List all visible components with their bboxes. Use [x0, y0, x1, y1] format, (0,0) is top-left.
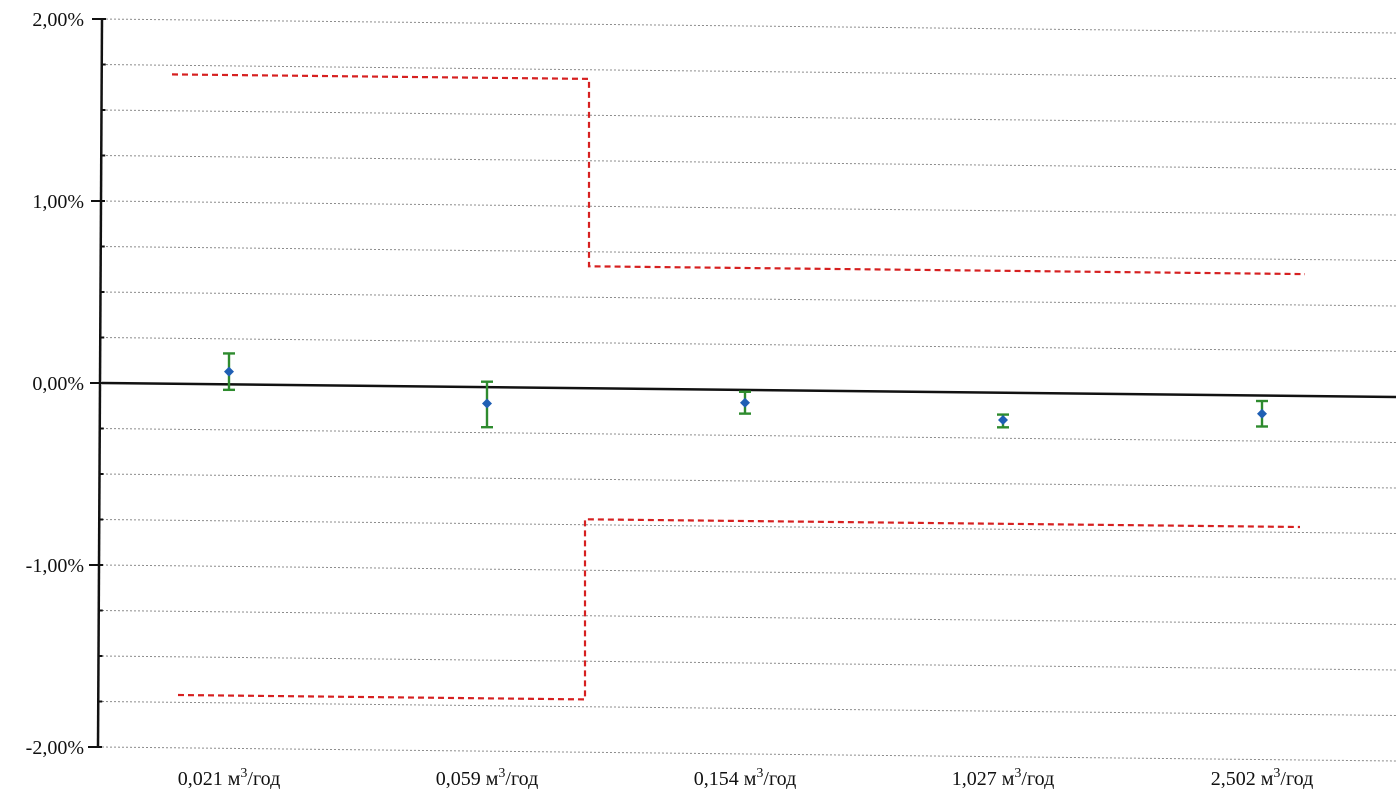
- grid-line: [101, 473, 1397, 489]
- data-point: [998, 415, 1008, 426]
- y-tick-label: -2,00%: [26, 737, 84, 759]
- data-series: [223, 352, 1268, 429]
- y-tick-label: 0,00%: [32, 373, 84, 395]
- y-tick-label: 2,00%: [32, 9, 84, 31]
- upper-limit-line: [171, 73, 1306, 276]
- grid-line: [101, 428, 1397, 443]
- grid-line: [101, 701, 1397, 716]
- grid-line: [101, 291, 1397, 307]
- grid-line: [101, 746, 1397, 762]
- x-tick-labels: 0,021 м3/год 0,059 м3/год 0,154 м3/год 1,02…: [178, 766, 1314, 790]
- y-tick-label: 1,00%: [32, 191, 84, 213]
- grid-line: [101, 155, 1397, 170]
- grid-line: [101, 246, 1397, 261]
- axes: [88, 18, 1397, 748]
- data-point: [740, 397, 750, 408]
- grid-line: [101, 109, 1397, 125]
- grid-line: [101, 564, 1397, 580]
- grid-line: [101, 610, 1397, 625]
- limit-lines: [171, 73, 1306, 701]
- zero-line: [101, 381, 1397, 399]
- grid-line: [101, 337, 1397, 352]
- x-tick-label: 1,027 м3/год: [952, 766, 1055, 790]
- x-tick-label: 0,154 м3/год: [694, 766, 797, 790]
- grid-line: [101, 200, 1397, 216]
- grid-line: [101, 18, 1397, 34]
- data-point: [224, 366, 234, 377]
- data-point: [482, 398, 492, 409]
- x-tick-label: 0,021 м3/год: [178, 766, 281, 790]
- lower-limit-line: [177, 518, 1301, 701]
- y-tick-labels: 2,00% 1,00% 0,00% -1,00% -2,00%: [26, 9, 84, 759]
- x-tick-label: 2,502 м3/год: [1211, 766, 1314, 790]
- grid-line: [101, 655, 1397, 671]
- y-tick-label: -1,00%: [26, 555, 84, 577]
- x-tick-label: 0,059 м3/год: [436, 766, 539, 790]
- data-point: [1257, 408, 1267, 419]
